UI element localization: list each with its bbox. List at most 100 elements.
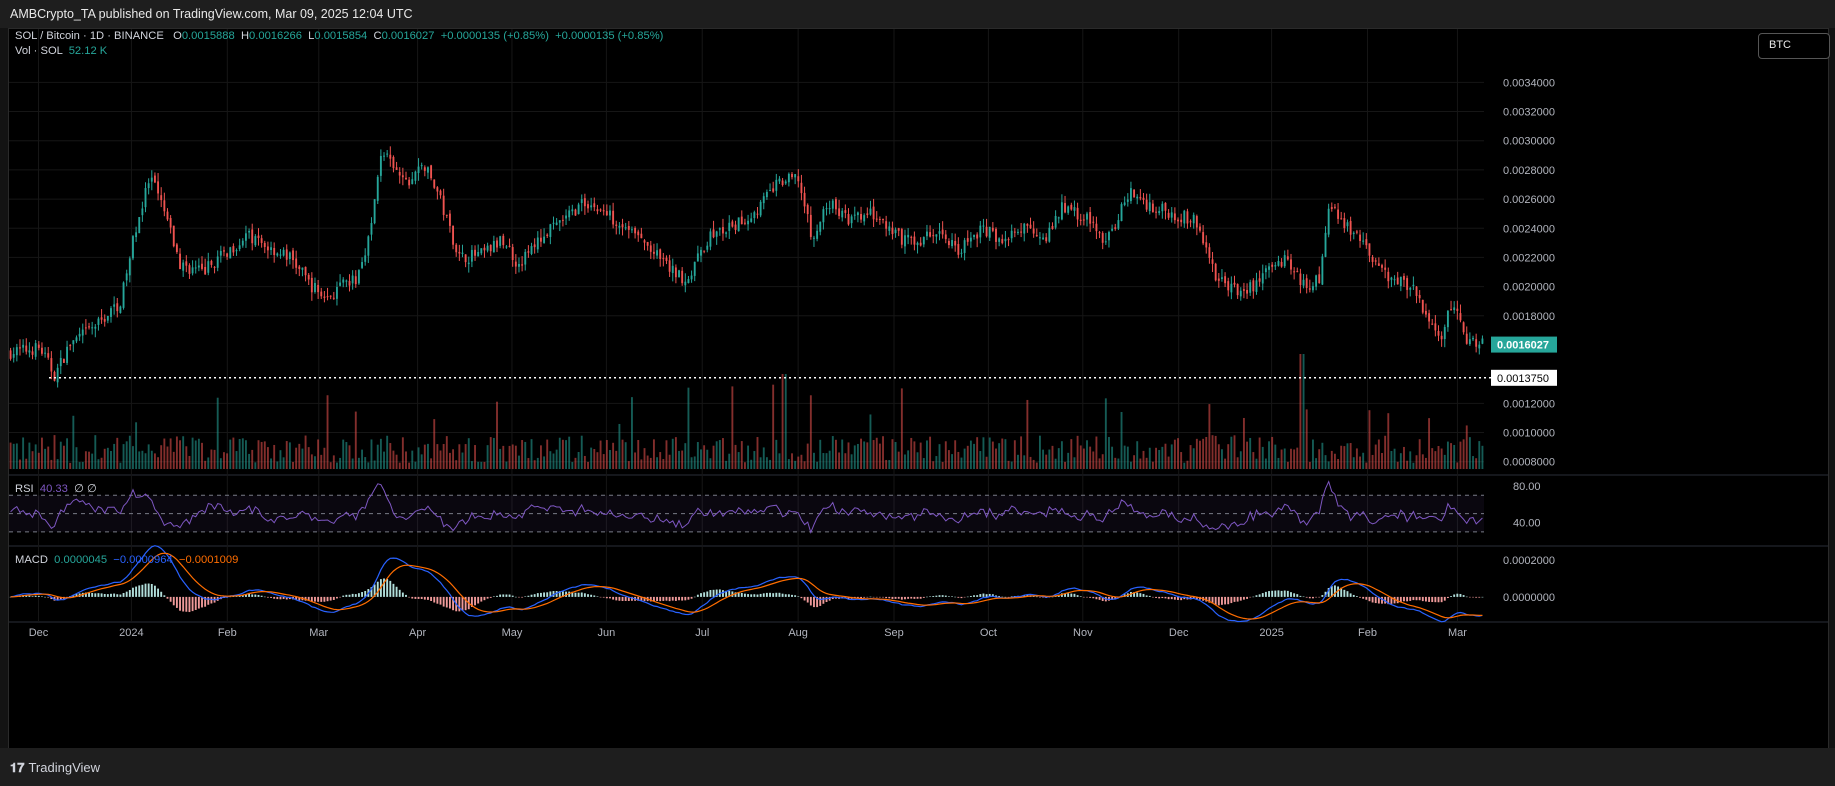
macd-histogram-bar [1170,596,1173,600]
volume-bar [411,450,414,469]
candle-body [197,265,200,268]
candle-body [37,344,40,348]
volume-bar [1001,438,1004,469]
rsi-label[interactable]: RSI [15,483,34,495]
symbol-name[interactable]: SOL / Bitcoin · 1D · BINANCE [15,30,164,42]
volume-bar [797,456,800,469]
candle-body [9,350,12,359]
candle-body [897,228,900,231]
candle-body [900,229,903,245]
volume-bar [1425,457,1427,469]
volume-bar [408,462,411,469]
candle-body [345,280,348,282]
volume-bar [976,437,979,469]
volume-bar [22,437,25,469]
macd-histogram-bar [1271,590,1274,597]
candle-body [486,245,489,251]
candle-body [640,233,643,239]
volume-bar [775,439,778,469]
volume-bar [285,441,288,469]
volume-bar [1421,454,1424,469]
candle-body [1073,207,1076,211]
volume-bar [668,454,671,469]
candle-body [1462,322,1465,333]
macd-histogram-bar [963,596,966,598]
tradingview-logo[interactable]: 𝟏𝟕 TradingView [10,760,100,776]
volume-bar [132,446,134,469]
volume-bar [405,451,407,469]
candle-body [797,176,800,182]
candle-body [907,234,910,238]
currency-button[interactable]: BTC [1758,33,1830,59]
volume-bar [900,388,903,469]
macd-histogram-bar [175,596,178,608]
macd-histogram-bar [583,593,586,597]
macd-histogram-bar [706,591,709,597]
macd-histogram-bar [41,596,43,598]
macd-histogram-bar [270,596,272,598]
candle-body [590,205,593,208]
candle-body [750,218,753,222]
volume-bar [1111,446,1114,469]
macd-histogram-bar [731,591,734,597]
volume-bar [1130,461,1132,469]
candle-body [1173,213,1176,221]
volume-bar [743,462,746,469]
candle-body [580,199,583,204]
macd-histogram-bar [995,595,997,597]
volume-bar [634,452,637,469]
open-value: 0.0015888 [181,30,235,42]
candle-body [1481,338,1484,344]
volume-bar [329,462,332,469]
volume-bar [370,439,373,469]
y-tick-label: 0.0032000 [1503,107,1555,119]
macd-histogram-bar [728,590,731,597]
rsi-value: 40.33 [39,483,68,495]
macd-histogram-bar [323,596,326,602]
candle-body [656,250,658,256]
volume-bar [1224,458,1227,469]
candle-body [1057,217,1060,219]
volume-bar [916,452,919,469]
candle-body [251,229,254,244]
macd-histogram-bar [753,594,756,597]
chart-area[interactable]: 0.0034000 0.0032000 0.0030000 0.0028000 0.00… [8,28,1830,749]
macd-histogram-bar [361,592,363,597]
candle-body [56,367,59,383]
candle-body [477,251,480,257]
volume-bar [947,450,950,469]
volume-bar [659,452,662,469]
macd-histogram-bar [1139,593,1142,597]
volume-bar [477,461,480,469]
candle-body [1095,223,1098,232]
macd-histogram-bar [1412,596,1415,601]
candle-body [248,230,251,233]
candle-body [1192,214,1195,224]
volume-bar [656,457,658,469]
volume-bar [1346,443,1349,469]
candle-body [602,210,605,212]
candle-body [1346,222,1349,227]
volume-label[interactable]: Vol · SOL [15,45,63,57]
macd-histogram-bar [1264,591,1267,597]
volume-bar [502,445,505,469]
macd-histogram-bar [254,594,257,597]
macd-label[interactable]: MACD [15,554,48,566]
macd-histogram-bar [1299,595,1302,597]
macd-histogram-bar [1001,596,1004,598]
level-price-label: 0.0013750 [1497,373,1549,385]
macd-histogram-bar [907,596,910,599]
macd-signal-line [10,552,1483,620]
candle-body [631,229,633,231]
candle-body [100,317,103,320]
volume-bar [631,397,633,469]
candle-body [238,245,241,250]
volume-bar [342,439,345,469]
volume-bar [442,444,445,469]
macd-histogram-bar [88,592,90,597]
macd-tick-label: 0.0000000 [1503,592,1555,604]
candle-body [1409,287,1412,290]
volume-bar [910,437,913,469]
chart-svg[interactable]: 0.0034000 0.0032000 0.0030000 0.0028000 0.00… [9,29,1828,748]
macd-histogram-bar [725,590,728,597]
